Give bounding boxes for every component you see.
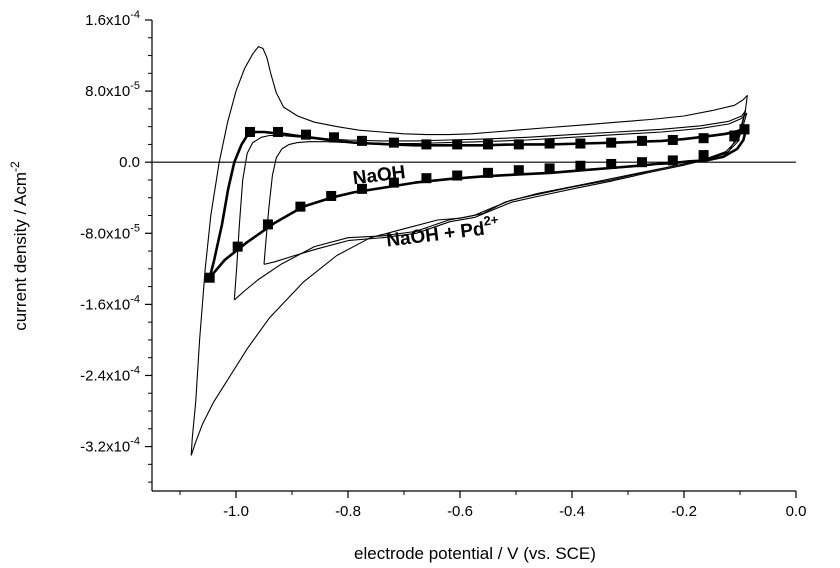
x-tick-label: -1.0 xyxy=(223,503,249,520)
y-tick-label-main: -2.4x10 xyxy=(80,367,130,384)
y-tick-label: -3.2x10-4 xyxy=(80,436,140,456)
series-naoh-marker xyxy=(326,190,337,201)
series-pd-cycle-line xyxy=(263,112,748,265)
x-tick-label: -0.6 xyxy=(447,503,473,520)
series-naoh-marker xyxy=(262,219,273,230)
y-tick-label: -2.4x10-4 xyxy=(80,364,140,384)
series-naoh-marker xyxy=(421,139,432,150)
series-naoh-marker xyxy=(329,132,339,143)
series-naoh-marker xyxy=(637,135,647,146)
y-axis: 1.6x10-48.0x10-50.0-8.0x10-5-1.6x10-4-2.… xyxy=(80,9,152,483)
y-tick-label: -1.6x10-4 xyxy=(80,293,140,313)
series-naoh-marker xyxy=(606,158,617,169)
x-tick-label: -0.4 xyxy=(559,503,585,520)
annotation-main: NaOH + Pd xyxy=(385,219,486,252)
series-naoh-marker xyxy=(204,272,215,283)
y-tick-label-main: 0.0 xyxy=(119,154,140,171)
series-naoh-marker xyxy=(388,177,399,188)
y-tick-label-sup: -4 xyxy=(130,364,140,376)
y-axis-title-sup: -2 xyxy=(8,161,22,172)
series-naoh-marker xyxy=(513,139,524,150)
series-naoh-marker xyxy=(739,124,750,135)
series-naoh-marker xyxy=(301,129,311,140)
y-tick-label-main: -1.6x10 xyxy=(80,296,130,313)
series-naoh-marker xyxy=(452,170,463,181)
series-naoh-marker xyxy=(575,138,586,149)
series-naoh-marker xyxy=(273,126,283,137)
series-naoh-marker xyxy=(295,201,306,212)
plot-frame xyxy=(151,20,796,492)
x-tick-label: -0.8 xyxy=(335,503,361,520)
series-naoh-marker xyxy=(452,139,463,150)
annotation-sup: 2+ xyxy=(483,212,500,229)
x-tick-label: 0.0 xyxy=(786,503,807,520)
y-tick-label-sup: -4 xyxy=(130,293,140,305)
y-tick-label-sup: -4 xyxy=(130,436,140,448)
series-naoh-marker xyxy=(606,137,617,148)
series-naoh-marker xyxy=(357,183,367,194)
y-tick-label-sup: -5 xyxy=(130,222,140,234)
series-naoh-marker xyxy=(245,126,255,137)
series-naoh-marker xyxy=(483,167,493,178)
y-tick-label: 1.6x10-4 xyxy=(85,9,140,29)
x-tick-label: -0.2 xyxy=(671,503,697,520)
y-axis-title: current density / Acm-2 xyxy=(8,161,30,331)
y-tick-label-main: 1.6x10 xyxy=(85,12,130,29)
series-naoh-marker xyxy=(575,160,586,171)
series-naoh-marker xyxy=(483,139,493,150)
y-tick-label: 0.0 xyxy=(119,154,140,171)
y-tick-label-sup: -4 xyxy=(130,9,140,21)
annotation-label: NaOH + Pd2+ xyxy=(385,212,501,252)
series-pd-cycle-line xyxy=(190,46,748,456)
series-naoh-marker xyxy=(388,137,399,148)
y-tick-label-sup: -5 xyxy=(130,80,140,92)
series-naoh-marker xyxy=(667,134,678,145)
x-axis: -1.0 -0.8 -0.6 -0.4 -0.2 0.0 xyxy=(179,491,807,520)
series-naoh-marker xyxy=(637,157,647,168)
y-tick-label: 8.0x10-5 xyxy=(85,80,140,100)
series-naoh-marker xyxy=(544,138,555,149)
plot-curves xyxy=(190,46,748,456)
y-tick-label-main: -3.2x10 xyxy=(80,439,130,456)
series-naoh-marker xyxy=(698,133,709,144)
y-tick-label-main: 8.0x10 xyxy=(85,83,130,100)
series-naoh-marker xyxy=(667,155,678,166)
series-naoh-marker xyxy=(357,135,367,146)
series-naoh-line xyxy=(208,128,747,279)
y-tick-label: -8.0x10-5 xyxy=(80,222,140,242)
series-naoh-marker xyxy=(729,130,740,141)
y-tick-label-main: -8.0x10 xyxy=(80,225,130,242)
series-naoh-marker xyxy=(232,241,243,252)
series-naoh-marker xyxy=(698,150,709,161)
x-axis-title: electrode potential / V (vs. SCE) xyxy=(354,544,596,563)
plot-markers xyxy=(204,124,750,283)
series-naoh-marker xyxy=(544,163,555,174)
series-naoh-marker xyxy=(513,165,524,176)
y-axis-title-main: current density / Acm xyxy=(11,172,30,331)
series-naoh-marker xyxy=(421,173,432,184)
